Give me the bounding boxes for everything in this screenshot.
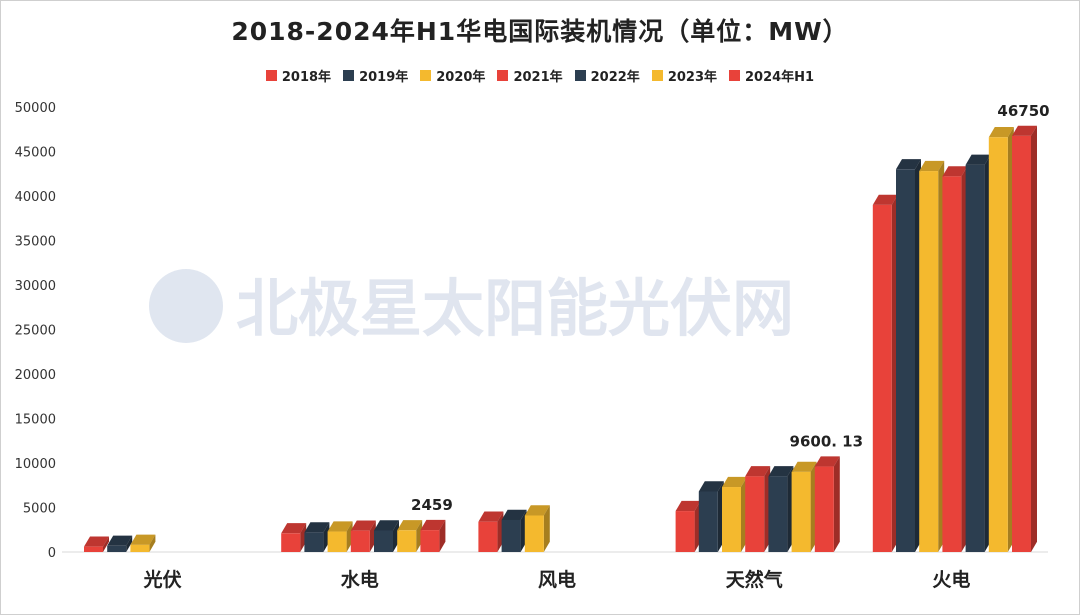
legend-label: 2020年 [436,70,486,85]
watermark-logo-icon [149,269,223,343]
legend-item-6: 2024年H1 [729,66,814,85]
y-tick-label: 25000 [15,324,56,339]
bar [942,166,968,553]
bar [1012,125,1037,553]
bar [281,523,307,552]
bar [919,160,945,552]
y-tick-label: 30000 [15,279,56,294]
bar [745,466,771,552]
bar [84,536,109,552]
chart-legend: 2018年 2019年 2020年 2021年 2022年 2023年 2024年H1 [0,66,1080,85]
bar [350,520,376,552]
x-category-label: 光伏 [143,568,182,591]
bar [107,535,133,552]
y-tick-label: 40000 [15,190,56,205]
y-tick-label: 35000 [15,235,56,250]
bar [478,511,504,552]
bar [698,481,724,552]
bar [675,500,701,552]
bar [814,456,840,552]
data-label: 9600. 13 [790,433,864,451]
y-tick-label: 10000 [15,457,56,472]
bar [896,159,921,553]
y-tick-label: 20000 [15,368,56,383]
legend-item-0: 2018年 [265,66,332,85]
legend-item-4: 2022年 [574,66,640,85]
legend-label: 2021年 [513,70,563,85]
bar [130,534,156,552]
bar [872,194,898,552]
y-tick-label: 0 [48,546,56,561]
legend-label: 2019年 [359,70,409,85]
bar [374,520,399,552]
chart-title: 2018-2024年H1华电国际装机情况（单位：MW） [231,17,849,46]
y-tick-label: 45000 [15,146,56,161]
bar [768,466,794,552]
y-tick-label: 50000 [15,101,56,116]
legend-item-5: 2023年 [651,66,717,85]
legend-swatch [343,70,355,81]
legend-label: 2022年 [590,70,640,85]
data-label: 46750 [997,102,1049,120]
legend-label: 2024年H1 [745,70,815,85]
legend-item-2: 2020年 [420,66,485,85]
legend-item-3: 2021年 [497,66,563,85]
legend-swatch [497,70,509,81]
bar [988,127,1014,552]
x-category-label: 风电 [538,568,576,591]
bar [722,476,747,552]
legend-swatch [729,70,740,81]
bar [420,519,446,552]
legend-label: 2023年 [667,70,717,85]
legend-swatch [265,70,277,81]
legend-swatch [420,70,432,81]
y-tick-label: 15000 [15,413,56,428]
bar [397,520,423,552]
legend-item-1: 2019年 [343,66,408,85]
data-label: 2459 [411,496,453,514]
bar [791,461,817,552]
bar [524,505,550,552]
watermark: 北极星太阳能光伏网 [149,269,794,345]
bar [304,522,330,552]
legend-swatch [651,70,663,81]
bar [965,154,991,552]
legend-label: 2018年 [281,70,332,85]
y-tick-label: 5000 [23,502,56,517]
legend-swatch [574,70,586,81]
bar [327,521,353,552]
watermark-text: 北极星太阳能光伏网 [236,272,794,345]
x-category-label: 火电 [932,568,970,591]
x-category-label: 水电 [341,568,379,591]
bar [501,509,527,552]
x-category-label: 天然气 [726,568,783,591]
